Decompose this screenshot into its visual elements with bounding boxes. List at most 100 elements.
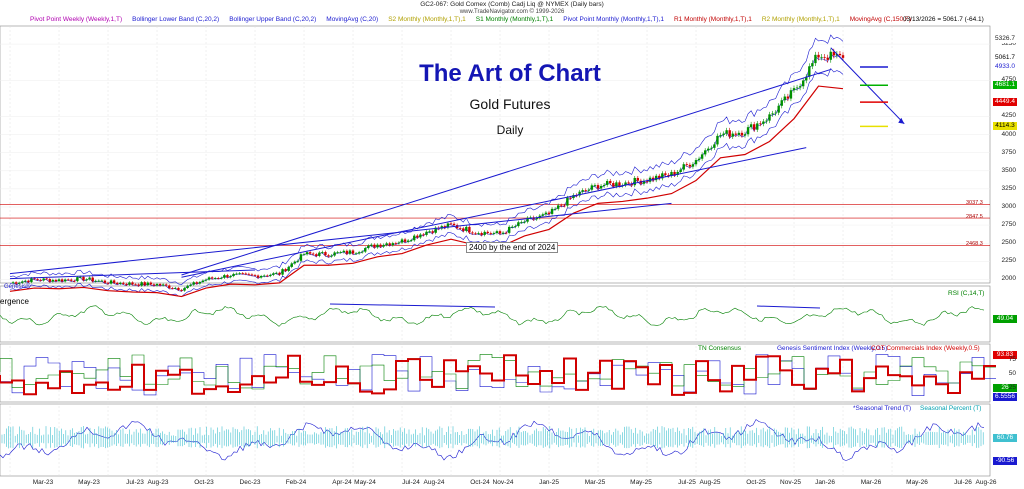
- candle-body: [413, 235, 416, 241]
- candle-body: [112, 280, 116, 283]
- candle-body: [198, 281, 202, 284]
- candle-body: [419, 234, 422, 238]
- candle-body: [42, 278, 45, 281]
- candle-body: [97, 280, 101, 282]
- candle-body: [462, 228, 465, 231]
- candle-body: [630, 183, 633, 186]
- time-tick-label: Mar-23: [32, 479, 54, 486]
- price-tag: 4933.0: [993, 63, 1017, 72]
- candle-body: [158, 284, 162, 286]
- candle-body: [746, 127, 750, 135]
- candle-body: [416, 235, 419, 238]
- candle-body: [553, 208, 557, 210]
- candle-body: [321, 252, 324, 253]
- candle-body: [520, 221, 523, 223]
- time-tick-label: Apr-24: [332, 479, 352, 486]
- candle-body: [367, 245, 370, 249]
- price-tick-label: 2000: [1001, 275, 1016, 283]
- candle-body: [465, 226, 468, 231]
- seasonal-trend-label: *Seasonal Trend (T): [853, 405, 912, 412]
- candle-body: [290, 263, 293, 267]
- candle-body: [759, 123, 762, 125]
- bollinger-lower: [9, 67, 844, 297]
- candle-body: [348, 250, 352, 254]
- candle-body: [266, 275, 269, 277]
- candle-body: [370, 244, 373, 246]
- candle-body: [33, 278, 36, 280]
- candle-body: [24, 280, 27, 282]
- candle-body: [443, 226, 447, 228]
- candle-body: [798, 86, 802, 88]
- time-tick-label: Jul-24: [402, 479, 420, 486]
- candle-body: [511, 226, 514, 228]
- candle-body: [128, 282, 131, 285]
- candle-body: [679, 169, 682, 172]
- candle-body: [70, 279, 73, 281]
- legend-entry: MovingAvg (C,20): [326, 16, 379, 23]
- candle-body: [238, 273, 241, 275]
- candle-body: [820, 56, 823, 58]
- candle-body: [817, 54, 820, 58]
- candle-body: [716, 135, 719, 145]
- consensus-axis-label: 25: [1008, 384, 1016, 391]
- candle-body: [452, 223, 456, 226]
- candle-body: [535, 217, 538, 220]
- divergence-label: ergence: [0, 297, 29, 306]
- candle-body: [220, 277, 223, 279]
- candle-body: [765, 120, 768, 122]
- candle-body: [269, 274, 272, 276]
- candle-body: [382, 244, 385, 247]
- time-tick-label: Nov-24: [492, 479, 514, 486]
- candle-body: [60, 279, 64, 282]
- candle-body: [762, 121, 765, 124]
- candle-body: [192, 282, 195, 285]
- candle-body: [477, 233, 480, 234]
- candle-body: [171, 288, 174, 289]
- seasonal-tag: 60.76: [993, 434, 1017, 442]
- legend-entry: S2 Monthly (Monthly,1,T),1: [388, 16, 466, 23]
- rsi-tag: 49.04: [993, 315, 1017, 323]
- candle-body: [642, 180, 646, 184]
- candle-body: [584, 190, 587, 191]
- cot-label: COT Commercials Index (Weekly,0.5): [871, 345, 980, 352]
- candle-body: [63, 279, 67, 282]
- candle-body: [201, 280, 205, 282]
- candle-body: [664, 173, 667, 175]
- time-tick-label: Jan-25: [539, 479, 559, 486]
- candle-body: [351, 250, 355, 254]
- price-tick-label: 4250: [1001, 112, 1016, 120]
- candle-body: [590, 185, 594, 190]
- candle-body: [544, 212, 548, 215]
- candle-body: [207, 277, 211, 280]
- rsi-label: RSI (C,14,T): [948, 290, 985, 297]
- price-tick-label: 3500: [1001, 166, 1016, 174]
- candle-body: [174, 287, 177, 289]
- candle-body: [700, 154, 704, 159]
- candle-body: [605, 180, 609, 185]
- candle-body: [149, 282, 153, 285]
- candle-body: [740, 132, 744, 136]
- candle-body: [318, 252, 321, 256]
- price-tag: 5326.7: [993, 34, 1017, 43]
- pane-2: [0, 343, 991, 403]
- candle-body: [394, 243, 398, 244]
- indicator-legend: Pivot Point Weekly (Weekly,1,T) Bollinger…: [30, 16, 921, 23]
- candle-body: [152, 284, 156, 286]
- time-tick-label: Aug-23: [147, 479, 169, 486]
- candle-body: [259, 276, 263, 278]
- candle-body: [27, 280, 30, 283]
- candle-body: [235, 273, 238, 275]
- candle-body: [514, 226, 517, 227]
- candle-body: [566, 197, 569, 206]
- candle-body: [670, 171, 673, 176]
- candle-body: [826, 57, 829, 60]
- candle-body: [406, 240, 410, 242]
- candle-body: [278, 272, 281, 275]
- price-tick-label: 2500: [1001, 239, 1016, 247]
- candle-body: [486, 231, 489, 234]
- legend-entry: MovingAvg (C,150,F): [849, 16, 912, 23]
- candle-body: [204, 279, 208, 281]
- candle-body: [36, 278, 39, 280]
- candle-body: [262, 275, 266, 277]
- candle-body: [119, 282, 122, 284]
